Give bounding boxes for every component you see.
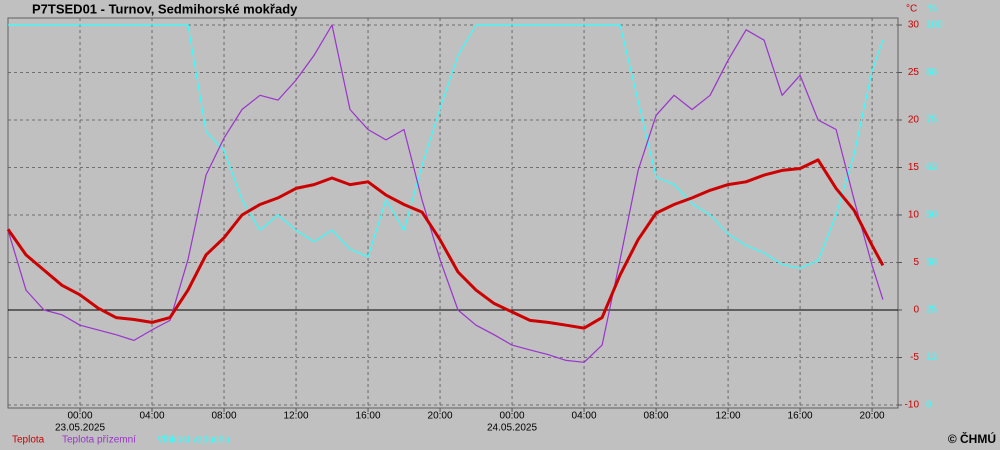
y-tick-label: 20 — [908, 115, 920, 126]
x-tick-label: 16:00 — [356, 411, 381, 422]
series-line — [7, 24, 884, 363]
source: © ČHMÚ — [948, 431, 996, 446]
legend-entry: Teplota přízemní — [62, 435, 136, 446]
y-tick-label: 10 — [908, 210, 920, 221]
series-line — [6, 158, 885, 330]
y2-tick-label: 38 — [926, 257, 938, 268]
date-label: 24.05.2025 — [487, 423, 537, 434]
x-tick-label: 20:00 — [860, 411, 885, 422]
x-tick-label: 08:00 — [212, 411, 237, 422]
series-line — [8, 24, 884, 269]
y2-unit: % — [928, 4, 937, 15]
y-tick-label: 30 — [908, 20, 920, 31]
y2-tick-label: 25 — [926, 305, 938, 316]
y2-tick-label: 63 — [926, 162, 938, 173]
y-tick-label: 5 — [913, 257, 919, 268]
x-tick-label: 04:00 — [139, 411, 164, 422]
x-tick-label: 00:00 — [67, 411, 92, 422]
x-tick-label: 08:00 — [644, 411, 669, 422]
y2-tick-label: 13 — [926, 352, 938, 363]
y-tick-label: 0 — [913, 305, 919, 316]
x-tick-label: 16:00 — [788, 411, 813, 422]
chart-title: P7TSED01 - Turnov, Sedmihorské mokřady — [32, 1, 298, 16]
x-tick-label: 12:00 — [284, 411, 309, 422]
y-tick-label: 15 — [908, 162, 920, 173]
plot-area — [7, 17, 899, 409]
y2-tick-label: 100 — [926, 20, 943, 31]
date-label: 23.05.2025 — [55, 423, 105, 434]
x-tick-label: 12:00 — [716, 411, 741, 422]
legend-entry: Vlhkost vzduchu — [157, 435, 230, 446]
x-tick-label: 00:00 — [500, 411, 525, 422]
y-tick-label: -5 — [910, 352, 919, 363]
y2-tick-label: 88 — [926, 67, 938, 78]
y-tick-label: -10 — [905, 400, 920, 411]
y2-tick-label: 50 — [926, 210, 938, 221]
legend-entry: Teplota — [12, 435, 45, 446]
y2-tick-label: 0 — [926, 400, 932, 411]
y2-tick-label: 75 — [926, 115, 938, 126]
y-unit: °C — [906, 4, 917, 15]
x-tick-label: 04:00 — [572, 411, 597, 422]
x-tick-label: 20:00 — [428, 411, 453, 422]
y-tick-label: 25 — [908, 67, 920, 78]
